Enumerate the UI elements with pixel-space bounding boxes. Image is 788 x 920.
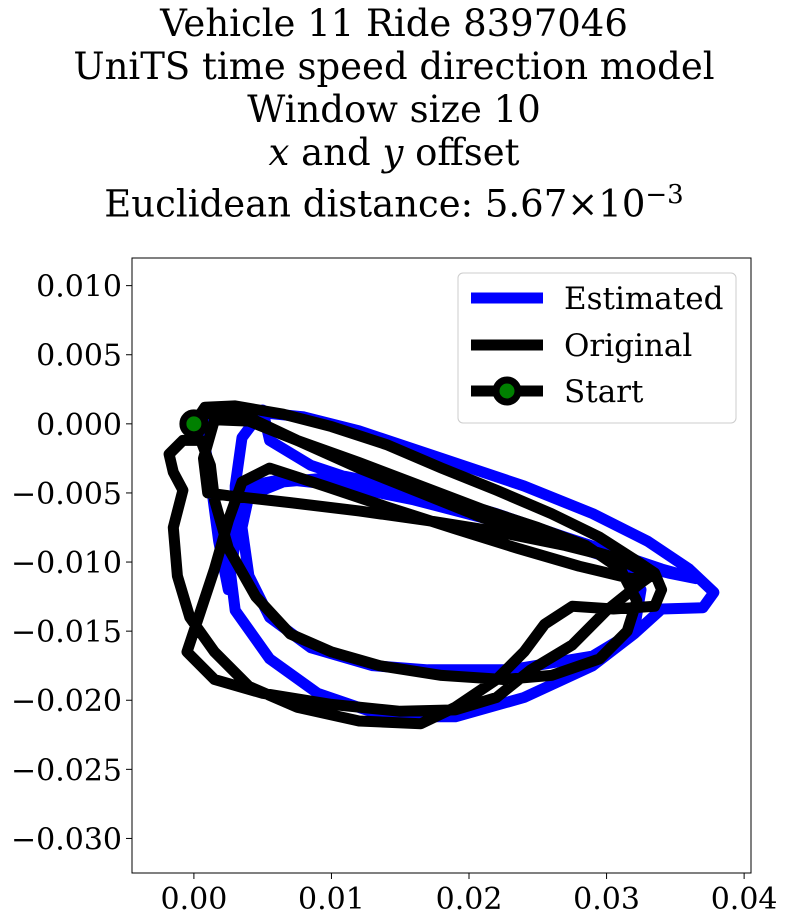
start-point-marker <box>179 409 209 439</box>
y-tick-label: 0.000 <box>36 408 122 443</box>
x-axis: 0.00 0.01 0.02 0.03 0.04 <box>161 873 778 917</box>
title-times-sign: × <box>567 182 599 226</box>
y-tick-label: 0.010 <box>36 270 122 305</box>
y-tick-label: −0.015 <box>11 615 122 650</box>
series-layer <box>163 400 720 730</box>
y-tick-label: −0.025 <box>11 753 122 788</box>
title-offset-text: offset <box>415 131 520 174</box>
title-line-model: UniTS time speed direction model <box>73 45 715 88</box>
title-distance-base: 10 <box>598 182 646 226</box>
y-tick-label: −0.010 <box>11 546 122 581</box>
title-distance-mantissa: 5.67 <box>484 182 568 226</box>
title-x-symbol: x <box>268 131 290 174</box>
y-axis: 0.010 0.005 0.000 −0.005 −0.010 −0.015 −0.020 −… <box>11 270 132 857</box>
title-and-text: and <box>301 131 371 174</box>
series-line-original <box>163 400 668 730</box>
y-tick-label: −0.005 <box>11 477 122 512</box>
plot-area <box>131 257 752 874</box>
title-line-offset: x and y offset <box>0 131 788 174</box>
x-tick-label: 0.01 <box>298 882 365 917</box>
x-tick-label: 0.03 <box>573 882 640 917</box>
legend-label-start: Start <box>564 374 644 410</box>
chart-title: Vehicle 11 Ride 8397046 UniTS time speed… <box>0 2 788 225</box>
legend-label-original: Original <box>564 328 692 364</box>
x-tick-label: 0.00 <box>161 882 228 917</box>
title-line-distance: Euclidean distance: 5.67×10−3 <box>0 174 788 225</box>
title-line-window: Window size 10 <box>247 88 541 131</box>
y-tick-label: −0.030 <box>11 822 122 857</box>
y-tick-label: −0.020 <box>11 684 122 719</box>
x-tick-label: 0.04 <box>711 882 778 917</box>
legend-start-marker <box>492 376 522 406</box>
title-distance-label: Euclidean distance: <box>104 182 474 226</box>
legend-label-estimated: Estimated <box>564 281 723 317</box>
title-line-vehicle: Vehicle 11 Ride 8397046 <box>160 2 628 45</box>
title-y-symbol: y <box>382 131 404 174</box>
y-tick-label: 0.005 <box>36 339 122 374</box>
x-tick-label: 0.02 <box>436 882 503 917</box>
legend: Estimated Original Start <box>457 272 737 424</box>
title-distance-exponent: −3 <box>645 180 684 210</box>
